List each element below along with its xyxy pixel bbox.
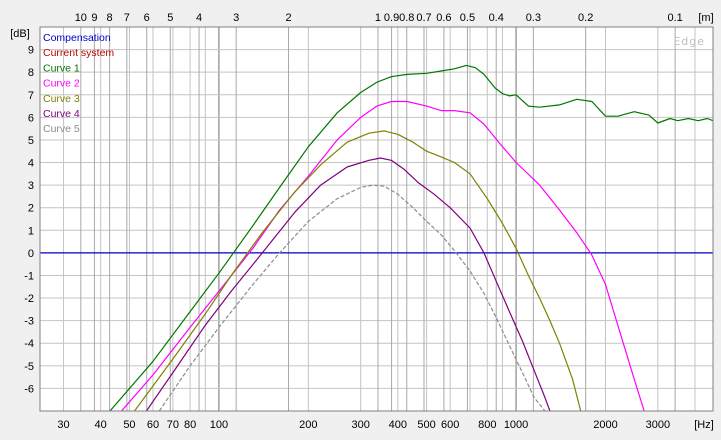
x-tick-label: 500 [417, 419, 435, 431]
y-tick-label: -6 [24, 383, 34, 395]
legend-entry: Compensation [43, 32, 111, 44]
y-tick-label: 0 [28, 248, 34, 260]
x-tick-label: 3000 [646, 419, 670, 431]
y-tick-label: 2 [28, 203, 34, 215]
brand-label: Edge [673, 35, 705, 48]
y-tick-label: -1 [24, 270, 34, 282]
top-tick-label: 0.2 [578, 12, 593, 24]
x-tick-label: 400 [389, 419, 407, 431]
top-tick-label: 0.4 [489, 12, 504, 24]
x-tick-label: 70 [167, 419, 179, 431]
top-tick-label: 0.8 [399, 12, 414, 24]
y-tick-label: 6 [28, 112, 34, 124]
x-tick-label: 60 [147, 419, 159, 431]
top-tick-label: 6 [144, 12, 150, 24]
y-tick-label: 7 [28, 90, 34, 102]
legend-entry: Curve 5 [43, 123, 80, 135]
x-tick-label: 50 [123, 419, 135, 431]
x-unit-label: [Hz] [694, 419, 714, 431]
top-tick-label: 4 [196, 12, 202, 24]
top-tick-label: 0.6 [436, 12, 451, 24]
y-tick-label: 8 [28, 67, 34, 79]
top-tick-label: 0.5 [460, 12, 475, 24]
y-tick-label: -4 [24, 338, 34, 350]
y-unit-label: [dB] [10, 28, 30, 40]
x-tick-label: 1000 [504, 419, 528, 431]
x-tick-label: 30 [57, 419, 69, 431]
top-tick-label: 0.3 [526, 12, 541, 24]
x-tick-label: 600 [441, 419, 459, 431]
legend-entry: Curve 2 [43, 78, 80, 90]
top-tick-label: 0.1 [667, 12, 682, 24]
x-tick-label: 80 [184, 419, 196, 431]
top-tick-label: 2 [285, 12, 291, 24]
plot-background-layer [40, 27, 713, 411]
y-tick-label: 5 [28, 135, 34, 147]
x-tick-label: 800 [478, 419, 496, 431]
top-tick-label: 8 [107, 12, 113, 24]
y-tick-label: 1 [28, 225, 34, 237]
top-tick-label: 9 [91, 12, 97, 24]
x-tick-label: 100 [210, 419, 228, 431]
x-tick-label: 40 [95, 419, 107, 431]
top-tick-label: 1 [375, 12, 381, 24]
y-tick-label: -2 [24, 293, 34, 305]
legend-entry: Curve 4 [43, 108, 80, 120]
top-tick-label: 0.7 [416, 12, 431, 24]
legend-entry: Curve 3 [43, 93, 80, 105]
top-tick-label: 7 [124, 12, 130, 24]
x-tick-label: 2000 [593, 419, 617, 431]
y-tick-label: -5 [24, 361, 34, 373]
top-unit-label: [m] [698, 12, 713, 24]
top-tick-label: 10 [75, 12, 87, 24]
top-tick-label: 3 [233, 12, 239, 24]
top-tick-label: 5 [167, 12, 173, 24]
plot-area [40, 27, 713, 411]
y-tick-label: 9 [28, 45, 34, 57]
x-tick-label: 300 [352, 419, 370, 431]
legend-entry: Curve 1 [43, 62, 80, 74]
y-tick-label: -3 [24, 316, 34, 328]
y-tick-label: 3 [28, 180, 34, 192]
x-tick-label: 200 [299, 419, 317, 431]
top-tick-label: 0.9 [384, 12, 399, 24]
y-tick-label: 4 [28, 158, 34, 170]
legend-entry: Current system [43, 47, 114, 59]
